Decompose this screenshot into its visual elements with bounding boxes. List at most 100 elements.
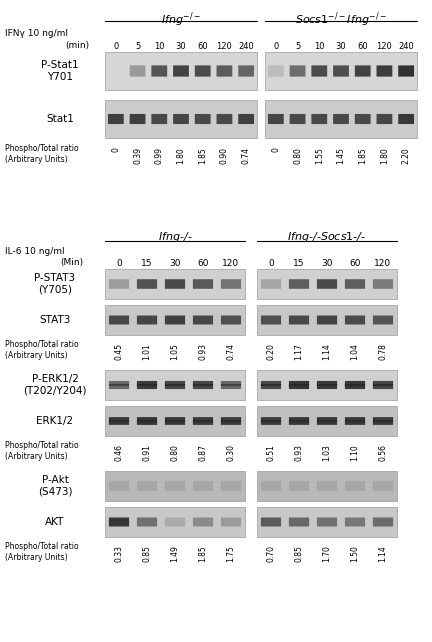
FancyBboxPatch shape xyxy=(109,420,129,425)
Bar xyxy=(257,305,397,335)
FancyBboxPatch shape xyxy=(193,381,213,386)
FancyBboxPatch shape xyxy=(355,114,371,124)
Text: 0.80: 0.80 xyxy=(171,444,180,461)
Text: Phospho/Total ratio
(Arbitrary Units): Phospho/Total ratio (Arbitrary Units) xyxy=(5,340,79,360)
FancyBboxPatch shape xyxy=(193,417,213,422)
Text: 10: 10 xyxy=(154,42,165,51)
FancyBboxPatch shape xyxy=(165,279,185,289)
Text: 10: 10 xyxy=(314,42,324,51)
FancyBboxPatch shape xyxy=(195,65,211,76)
FancyBboxPatch shape xyxy=(193,420,213,425)
Bar xyxy=(105,471,245,501)
FancyBboxPatch shape xyxy=(173,65,189,76)
Bar xyxy=(257,471,397,501)
FancyBboxPatch shape xyxy=(345,315,365,324)
Text: 0: 0 xyxy=(116,259,122,268)
FancyBboxPatch shape xyxy=(109,517,129,526)
Text: $Socs1^{-/-}Ifng^{-/-}$: $Socs1^{-/-}Ifng^{-/-}$ xyxy=(295,10,387,29)
FancyBboxPatch shape xyxy=(109,384,129,389)
Bar xyxy=(105,52,257,90)
FancyBboxPatch shape xyxy=(317,315,337,324)
FancyBboxPatch shape xyxy=(238,65,254,76)
FancyBboxPatch shape xyxy=(151,114,167,124)
Text: 0.56: 0.56 xyxy=(378,444,388,461)
Bar xyxy=(105,406,245,436)
FancyBboxPatch shape xyxy=(333,114,349,124)
FancyBboxPatch shape xyxy=(268,114,284,124)
FancyBboxPatch shape xyxy=(165,315,185,324)
Bar xyxy=(105,305,245,335)
FancyBboxPatch shape xyxy=(317,384,337,389)
Text: IL-6 10 ng/ml: IL-6 10 ng/ml xyxy=(5,247,65,256)
Text: 0: 0 xyxy=(271,147,280,152)
Text: 1.85: 1.85 xyxy=(198,147,207,164)
FancyBboxPatch shape xyxy=(268,65,284,76)
Text: 120: 120 xyxy=(375,259,391,268)
Text: 1.10: 1.10 xyxy=(350,444,359,461)
FancyBboxPatch shape xyxy=(221,420,241,425)
FancyBboxPatch shape xyxy=(261,417,281,422)
Text: 120: 120 xyxy=(222,259,240,268)
FancyBboxPatch shape xyxy=(373,517,393,526)
Text: 0: 0 xyxy=(113,42,118,51)
Text: 0.87: 0.87 xyxy=(198,444,207,461)
Text: 1.80: 1.80 xyxy=(177,147,185,164)
FancyBboxPatch shape xyxy=(261,381,281,386)
Text: 1.85: 1.85 xyxy=(198,545,207,562)
Text: 240: 240 xyxy=(398,42,414,51)
Text: 1.14: 1.14 xyxy=(378,545,388,562)
Text: 1.85: 1.85 xyxy=(358,147,367,164)
FancyBboxPatch shape xyxy=(317,381,337,386)
Text: (min): (min) xyxy=(65,41,89,50)
Text: 0.30: 0.30 xyxy=(226,444,235,461)
FancyBboxPatch shape xyxy=(221,517,241,526)
FancyBboxPatch shape xyxy=(221,315,241,324)
Bar xyxy=(257,406,397,436)
Text: 0.85: 0.85 xyxy=(295,545,304,562)
FancyBboxPatch shape xyxy=(289,381,309,386)
Text: 1.05: 1.05 xyxy=(171,343,180,360)
FancyBboxPatch shape xyxy=(151,65,167,76)
FancyBboxPatch shape xyxy=(137,279,157,289)
Text: IFNγ 10 ng/ml: IFNγ 10 ng/ml xyxy=(5,29,68,38)
Text: 2.20: 2.20 xyxy=(402,147,411,164)
Text: AKT: AKT xyxy=(45,517,65,527)
FancyBboxPatch shape xyxy=(221,381,241,386)
FancyBboxPatch shape xyxy=(137,482,157,490)
Bar xyxy=(105,269,245,299)
Text: 5: 5 xyxy=(135,42,140,51)
FancyBboxPatch shape xyxy=(173,114,189,124)
FancyBboxPatch shape xyxy=(137,384,157,389)
Text: 60: 60 xyxy=(197,42,208,51)
Text: 5: 5 xyxy=(295,42,300,51)
Text: P-ERK1/2
(T202/Y204): P-ERK1/2 (T202/Y204) xyxy=(23,374,87,396)
Text: $Ifng$-/-$Socs1$-/-: $Ifng$-/-$Socs1$-/- xyxy=(287,230,367,244)
FancyBboxPatch shape xyxy=(193,279,213,289)
FancyBboxPatch shape xyxy=(398,65,414,76)
Bar xyxy=(257,269,397,299)
Text: 30: 30 xyxy=(169,259,181,268)
Text: 120: 120 xyxy=(216,42,232,51)
Text: 60: 60 xyxy=(349,259,361,268)
FancyBboxPatch shape xyxy=(311,114,327,124)
FancyBboxPatch shape xyxy=(289,420,309,425)
Bar xyxy=(257,370,397,400)
Text: 0.46: 0.46 xyxy=(114,444,124,461)
Bar xyxy=(265,100,417,138)
Text: 120: 120 xyxy=(377,42,392,51)
Text: 0.93: 0.93 xyxy=(295,444,304,461)
Text: 15: 15 xyxy=(141,259,153,268)
FancyBboxPatch shape xyxy=(137,315,157,324)
Text: P-Stat1
Y701: P-Stat1 Y701 xyxy=(41,60,79,82)
FancyBboxPatch shape xyxy=(289,315,309,324)
Bar xyxy=(105,370,245,400)
Text: 1.49: 1.49 xyxy=(171,545,180,562)
Bar xyxy=(105,100,257,138)
FancyBboxPatch shape xyxy=(137,417,157,422)
FancyBboxPatch shape xyxy=(238,114,254,124)
FancyBboxPatch shape xyxy=(137,381,157,386)
FancyBboxPatch shape xyxy=(289,517,309,526)
Text: P-Akt
(S473): P-Akt (S473) xyxy=(38,475,72,497)
FancyBboxPatch shape xyxy=(108,114,124,124)
Text: 0.51: 0.51 xyxy=(267,444,276,461)
